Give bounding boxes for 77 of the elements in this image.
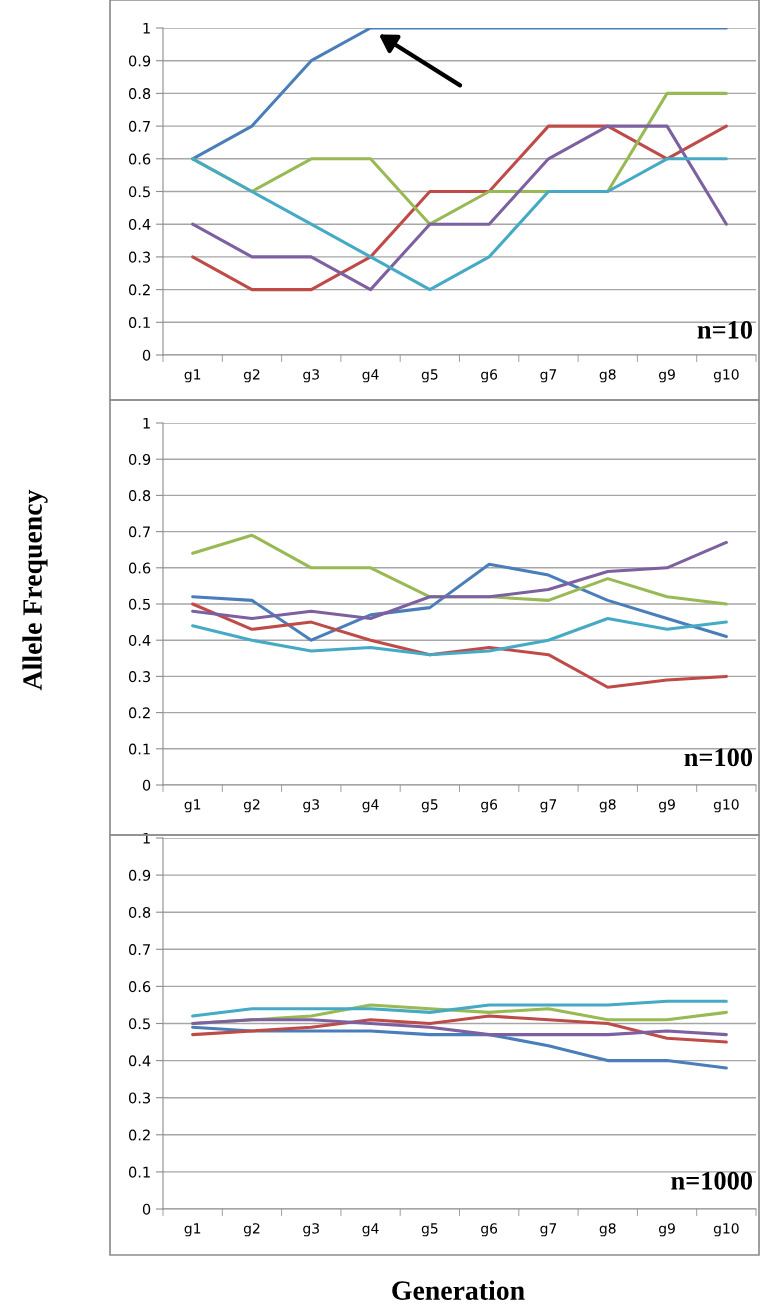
x-tick-label: g2 — [243, 369, 260, 383]
y-tick-label: 0 — [142, 779, 151, 791]
y-tick-label: 0.9 — [128, 453, 151, 465]
x-tick-label: g5 — [421, 1223, 438, 1237]
y-tick-label: 0.5 — [128, 1018, 150, 1030]
x-tick-label: g7 — [540, 369, 557, 383]
x-tick-label: g10 — [713, 799, 739, 813]
y-tick-label: 0.1 — [128, 743, 150, 755]
y-tick-label: 0.2 — [128, 1129, 150, 1141]
y-tick-label: 1 — [143, 832, 150, 844]
y-tick-label: 0.2 — [128, 707, 150, 719]
line-series — [191, 1018, 728, 1037]
x-tick-label: g7 — [540, 799, 557, 813]
x-tick-label: g3 — [303, 1223, 319, 1237]
y-tick-label: 0.1 — [128, 317, 150, 329]
x-tick-label: g8 — [599, 799, 616, 813]
y-tick-label: 0.7 — [128, 944, 150, 956]
y-tick-label: 1 — [143, 22, 150, 34]
line-series — [191, 28, 728, 161]
x-tick-label: g1 — [184, 369, 201, 383]
y-tick-label: 0.4 — [128, 218, 151, 230]
x-tick-label: g6 — [481, 799, 498, 813]
y-tick-label: 0.1 — [128, 1166, 150, 1178]
x-tick-label: g8 — [599, 1223, 616, 1237]
y-tick-label: 1 — [143, 417, 150, 429]
y-tick-label: 0.3 — [128, 1092, 151, 1104]
y-tick-label: 0.7 — [128, 526, 150, 538]
x-tick-label: g4 — [362, 1223, 379, 1237]
x-tick-label: g3 — [303, 369, 319, 383]
y-tick-label: 0.6 — [128, 562, 151, 574]
annotation: n=100 — [684, 748, 753, 767]
annotation: n=10 — [697, 320, 753, 339]
x-tick-label: g4 — [362, 369, 379, 383]
line-series — [191, 999, 728, 1018]
line-series — [191, 616, 728, 657]
y-tick-label: 0.9 — [128, 869, 151, 881]
y-tick-label: 0.3 — [128, 671, 151, 683]
line-series — [191, 124, 728, 292]
y-tick-label: 0.3 — [128, 251, 151, 263]
x-tick-label: g9 — [658, 369, 675, 383]
y-tick-label: 0 — [142, 349, 151, 361]
y-tick-label: 0.5 — [128, 186, 150, 198]
x-tick-label: g5 — [421, 369, 438, 383]
y-tick-label: 0.6 — [128, 153, 151, 165]
line-series — [191, 562, 728, 642]
y-tick-label: 0.7 — [128, 120, 150, 132]
y-tick-label: 0.9 — [128, 55, 151, 67]
x-tick-label: g3 — [303, 799, 319, 813]
x-tick-label: g9 — [658, 799, 675, 813]
line-series — [191, 540, 728, 621]
x-tick-label: g6 — [481, 369, 498, 383]
x-tick-label: g10 — [713, 369, 739, 383]
x-tick-label: g2 — [243, 799, 260, 813]
annotation: n=1000 — [671, 1171, 753, 1190]
line-series — [191, 157, 728, 292]
x-tick-label: g2 — [243, 1223, 260, 1237]
x-tick-label: g5 — [421, 799, 438, 813]
x-tick-label: g7 — [540, 1223, 557, 1237]
x-axis-title: Generation — [392, 1280, 525, 1300]
x-tick-label: g10 — [713, 1223, 739, 1237]
x-tick-label: g9 — [658, 1223, 675, 1237]
y-tick-label: 0.2 — [128, 284, 150, 296]
x-tick-label: g1 — [184, 799, 201, 813]
y-tick-label: 0.8 — [128, 88, 151, 100]
y-tick-label: 0.8 — [128, 490, 151, 502]
x-tick-label: g1 — [184, 1223, 201, 1237]
x-tick-label: g4 — [362, 799, 379, 813]
y-axis-title: Allele Frequency — [22, 489, 48, 691]
y-tick-label: 0.5 — [128, 598, 150, 610]
y-tick-label: 0.8 — [128, 906, 151, 918]
x-tick-label: g8 — [599, 369, 616, 383]
y-tick-label: 0.6 — [128, 981, 151, 993]
line-series — [191, 1014, 728, 1044]
y-tick-label: 0 — [142, 1203, 151, 1215]
y-tick-label: 0.4 — [128, 634, 151, 646]
x-tick-label: g6 — [481, 1223, 498, 1237]
y-tick-label: 0.4 — [128, 1055, 151, 1067]
